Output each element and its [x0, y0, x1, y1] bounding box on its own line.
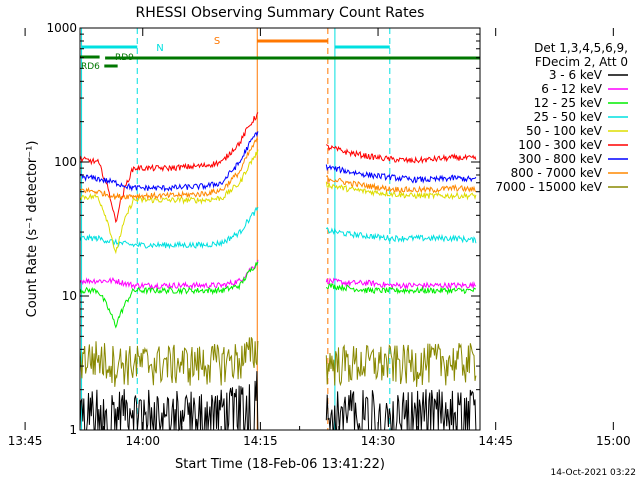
night-label: N: [156, 43, 163, 54]
legend-label-2: 6 - 12 keV: [541, 82, 603, 96]
series-line-9-after: [325, 342, 477, 387]
series-line-7-after: [325, 164, 477, 184]
series-line-4-before: [79, 206, 259, 250]
y-tick-label-0: 1: [69, 423, 77, 437]
series-line-8-after: [325, 174, 477, 194]
x-tick-label-1: 14:00: [125, 434, 160, 448]
series-line-2-after: [325, 277, 477, 291]
series-line-7-before: [79, 131, 259, 193]
series-line-5-after: [325, 181, 477, 201]
legend-header-line-2: FDecim 2, Att 0: [535, 55, 628, 69]
y-tick-label-3: 1000: [46, 21, 77, 35]
legend-label-5: 50 - 100 keV: [526, 124, 603, 138]
saa-label: S: [214, 36, 220, 47]
series-line-4-after: [325, 226, 477, 244]
legend-label-9: 7000 - 15000 keV: [495, 180, 602, 194]
rd-label-2: RD6: [81, 62, 100, 72]
series-line-3-before: [79, 261, 259, 329]
x-tick-label-0: 13:45: [8, 434, 43, 448]
series-line-6-before: [79, 112, 259, 224]
series-line-2-before: [79, 259, 259, 291]
timestamp: 14-Oct-2021 03:22: [551, 468, 636, 478]
series-line-6-after: [326, 144, 477, 165]
x-axis-label: Start Time (18-Feb-06 13:41:22): [175, 457, 385, 472]
series-line-5-before: [79, 149, 259, 255]
series-line-8-before: [79, 137, 259, 202]
legend-label-3: 12 - 25 keV: [534, 96, 603, 110]
series-line-3-after: [325, 282, 476, 296]
y-tick-label-2: 100: [54, 155, 77, 169]
legend-label-4: 25 - 50 keV: [534, 110, 603, 124]
x-tick-label-3: 14:30: [361, 434, 396, 448]
legend-header-line-1: Det 1,3,4,5,6,9,: [534, 41, 628, 55]
y-axis-label: Count Rate (s⁻¹ detector⁻¹): [25, 141, 40, 318]
y-tick-label-1: 10: [62, 289, 77, 303]
x-tick-label-2: 14:15: [243, 434, 278, 448]
series-line-1-before: [79, 371, 259, 432]
plot-frame: [79, 27, 481, 431]
legend-label-1: 3 - 6 keV: [549, 68, 603, 82]
series-line-9-before: [79, 337, 259, 387]
legend-label-8: 800 - 7000 keV: [511, 166, 603, 180]
legend-label-7: 300 - 800 keV: [518, 152, 602, 166]
rd-label-1: RD9: [115, 53, 134, 63]
legend-label-6: 100 - 300 keV: [518, 138, 602, 152]
series-line-1-after: [325, 389, 477, 431]
chart-title: RHESSI Observing Summary Count Rates: [136, 5, 425, 21]
x-tick-label-5: 15:00: [596, 434, 631, 448]
x-tick-label-4: 14:45: [478, 434, 513, 448]
